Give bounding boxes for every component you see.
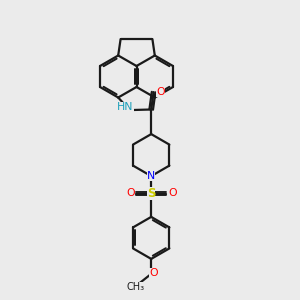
Text: O: O [126,188,134,199]
Text: HN: HN [117,101,134,112]
Text: O: O [149,268,158,278]
Text: O: O [156,87,164,97]
Text: S: S [147,187,155,200]
Text: CH₃: CH₃ [126,282,144,292]
Text: O: O [168,188,176,199]
Text: N: N [147,171,155,181]
